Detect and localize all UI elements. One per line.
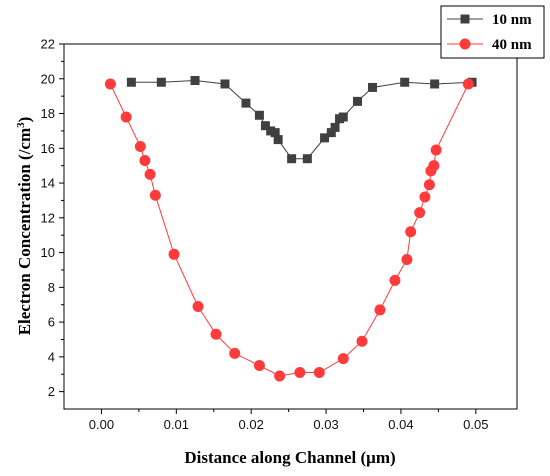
y-tick-label: 10 (41, 245, 55, 260)
data-point-10nm (400, 77, 410, 87)
series-line-10nm (131, 79, 473, 160)
data-point-40nm (274, 370, 286, 382)
data-point-10nm (430, 79, 440, 89)
y-tick-label: 6 (48, 315, 55, 330)
legend: 10 nm 40 nm (440, 5, 545, 59)
series-40nm (104, 78, 474, 382)
data-point-10nm (220, 79, 230, 89)
data-point-10nm (190, 76, 200, 85)
y-tick-label: 14 (41, 176, 55, 191)
y-tick-label: 22 (41, 37, 55, 52)
legend-marker-10nm (460, 14, 470, 24)
data-point-10nm (320, 133, 330, 143)
data-point-40nm (120, 111, 132, 123)
axes-layer: 0.00 0.01 0.02 0.03 0.04 0.05 2 4 6 8 10 12 14 16 18 20… (41, 37, 489, 433)
legend-label-40nm: 40 nm (492, 37, 532, 53)
y-tick-label: 2 (48, 384, 55, 399)
plot-frame (63, 43, 518, 410)
data-point-10nm (338, 112, 348, 122)
y-axis-title: Electron Concentration (/cm3) (15, 117, 34, 336)
y-tick-label: 4 (48, 349, 55, 364)
data-point-40nm (423, 179, 435, 191)
data-point-10nm (156, 77, 166, 87)
data-point-10nm (254, 110, 264, 120)
data-point-10nm (273, 135, 283, 145)
legend-label-10nm: 10 nm (492, 12, 532, 28)
data-point-10nm (353, 96, 363, 106)
data-point-40nm (401, 254, 413, 266)
data-point-40nm (337, 353, 349, 365)
data-point-10nm (330, 122, 340, 132)
data-point-40nm (414, 207, 426, 219)
data-point-40nm (149, 189, 161, 201)
data-point-40nm (389, 274, 401, 286)
data-point-40nm (192, 300, 204, 312)
data-point-40nm (210, 328, 222, 340)
x-tick-label: 0.05 (463, 417, 488, 432)
data-point-10nm (260, 121, 270, 131)
y-tick-label: 8 (48, 280, 55, 295)
y-axis-title-close: ) (15, 117, 34, 123)
data-point-40nm (104, 78, 116, 90)
data-point-40nm (356, 335, 368, 347)
x-tick-label: 0.01 (164, 417, 189, 432)
x-tick-label: 0.02 (239, 417, 264, 432)
data-point-40nm (462, 78, 474, 90)
series-layer (104, 76, 477, 382)
data-point-10nm (241, 98, 251, 108)
data-point-40nm (405, 226, 417, 238)
series-10nm (126, 76, 477, 164)
y-axis-title-superscript: 3 (15, 122, 27, 128)
data-point-40nm (134, 141, 146, 153)
y-tick-label: 18 (41, 106, 55, 121)
data-point-40nm (419, 191, 431, 203)
data-point-40nm (229, 347, 241, 359)
data-point-10nm (287, 154, 297, 164)
data-point-10nm (367, 82, 377, 92)
data-point-10nm (126, 77, 136, 87)
y-axis-title-main: Electron Concentration (/cm (15, 128, 34, 335)
y-tick-label: 20 (41, 71, 55, 86)
data-point-40nm (294, 367, 306, 378)
x-axis-title: Distance along Channel (μm) (184, 448, 395, 467)
y-tick-label: 16 (41, 141, 55, 156)
x-tick-label: 0.04 (388, 417, 413, 432)
data-point-40nm (430, 144, 442, 156)
y-tick-label: 12 (41, 210, 55, 225)
data-point-40nm (144, 168, 156, 180)
x-tick-label: 0.03 (313, 417, 338, 432)
data-point-40nm (374, 304, 386, 316)
data-point-40nm (168, 248, 180, 260)
data-point-40nm (139, 154, 151, 166)
data-point-40nm (428, 160, 440, 172)
data-point-10nm (326, 128, 336, 138)
legend-box (440, 5, 545, 59)
legend-marker-40nm (459, 38, 471, 50)
data-point-40nm (313, 367, 325, 378)
data-point-10nm (270, 128, 280, 138)
data-point-10nm (302, 154, 312, 164)
x-tick-label: 0.00 (89, 417, 114, 432)
data-point-40nm (253, 360, 265, 372)
